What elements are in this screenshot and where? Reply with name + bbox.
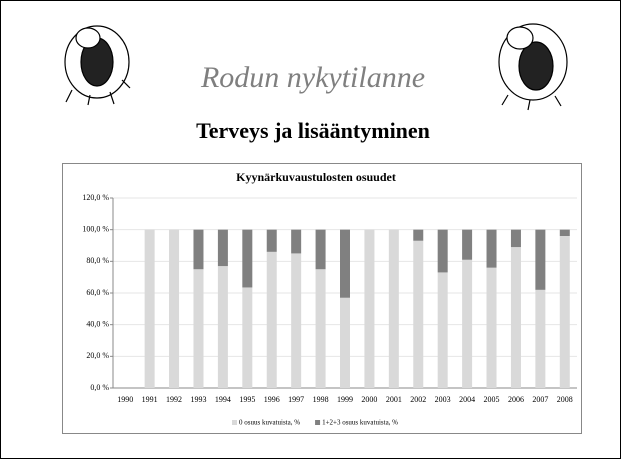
x-tick-label: 1992 bbox=[166, 395, 182, 404]
bar-segment bbox=[193, 269, 203, 388]
bar-segment bbox=[218, 266, 228, 388]
y-tick-label: 120,0 % bbox=[82, 193, 109, 202]
bar-segment bbox=[316, 269, 326, 388]
bar-segment bbox=[145, 230, 155, 388]
legend-label: 0 osuus kuvatuista, % bbox=[239, 419, 300, 427]
bar-segment bbox=[560, 230, 570, 236]
bar-segment bbox=[169, 230, 179, 388]
bar-segment bbox=[535, 230, 545, 290]
bar-segment bbox=[291, 253, 301, 388]
y-tick-label: 100,0 % bbox=[82, 224, 109, 233]
bar-segment bbox=[291, 230, 301, 254]
x-tick-label: 2008 bbox=[557, 395, 573, 404]
x-tick-label: 1995 bbox=[239, 395, 255, 404]
bar-segment bbox=[511, 230, 521, 247]
bar-segment bbox=[413, 241, 423, 388]
legend-label: 1+2+3 osuus kuvatuista, % bbox=[322, 419, 398, 427]
y-tick-label: 20,0 % bbox=[86, 351, 109, 360]
x-tick-label: 2006 bbox=[508, 395, 524, 404]
bar-segment bbox=[438, 230, 448, 273]
slide: Rodun nykytilanne Terveys ja lisääntymin… bbox=[0, 0, 621, 459]
y-tick-label: 80,0 % bbox=[86, 256, 109, 265]
legend-swatch bbox=[315, 420, 320, 425]
bar-segment bbox=[242, 230, 252, 288]
y-tick-label: 40,0 % bbox=[86, 319, 109, 328]
bar-segment bbox=[413, 230, 423, 241]
slide-title: Rodun nykytilanne bbox=[200, 61, 425, 94]
legend-swatch bbox=[232, 420, 237, 425]
bar-segment bbox=[364, 230, 374, 388]
bar-segment bbox=[389, 230, 399, 388]
y-tick-label: 0,0 % bbox=[90, 383, 109, 392]
x-tick-label: 1998 bbox=[313, 395, 329, 404]
x-tick-label: 1999 bbox=[337, 395, 353, 404]
bar-segment bbox=[560, 236, 570, 388]
bar-segment bbox=[340, 298, 350, 388]
bar-segment bbox=[462, 260, 472, 388]
x-tick-label: 2003 bbox=[435, 395, 451, 404]
x-tick-label: 1996 bbox=[264, 395, 280, 404]
bar-segment bbox=[316, 230, 326, 270]
x-tick-label: 1990 bbox=[117, 395, 133, 404]
x-tick-label: 1993 bbox=[190, 395, 206, 404]
x-tick-label: 2004 bbox=[459, 395, 475, 404]
bar-segment bbox=[487, 268, 497, 388]
bar-segment bbox=[511, 247, 521, 388]
bar-segment bbox=[267, 252, 277, 388]
bar-segment bbox=[218, 230, 228, 266]
bar-segment bbox=[267, 230, 277, 252]
bar-segment bbox=[535, 290, 545, 388]
x-tick-label: 1994 bbox=[215, 395, 231, 404]
y-tick-label: 60,0 % bbox=[86, 288, 109, 297]
x-tick-label: 2001 bbox=[386, 395, 402, 404]
x-tick-label: 1991 bbox=[142, 395, 158, 404]
bar-segment bbox=[487, 230, 497, 268]
x-tick-label: 2005 bbox=[484, 395, 500, 404]
x-tick-label: 1997 bbox=[288, 395, 304, 404]
bar-segment bbox=[438, 272, 448, 388]
bar-segment bbox=[340, 230, 350, 298]
x-tick-label: 2002 bbox=[410, 395, 426, 404]
bar-segment bbox=[462, 230, 472, 260]
x-tick-label: 2007 bbox=[532, 395, 548, 404]
x-tick-label: 2000 bbox=[361, 395, 377, 404]
bar-segment bbox=[193, 230, 203, 270]
chart-title: Kyynärkuvaustulosten osuudet bbox=[236, 170, 396, 184]
slide-subtitle: Terveys ja lisääntyminen bbox=[196, 118, 430, 143]
bar-segment bbox=[242, 287, 252, 388]
